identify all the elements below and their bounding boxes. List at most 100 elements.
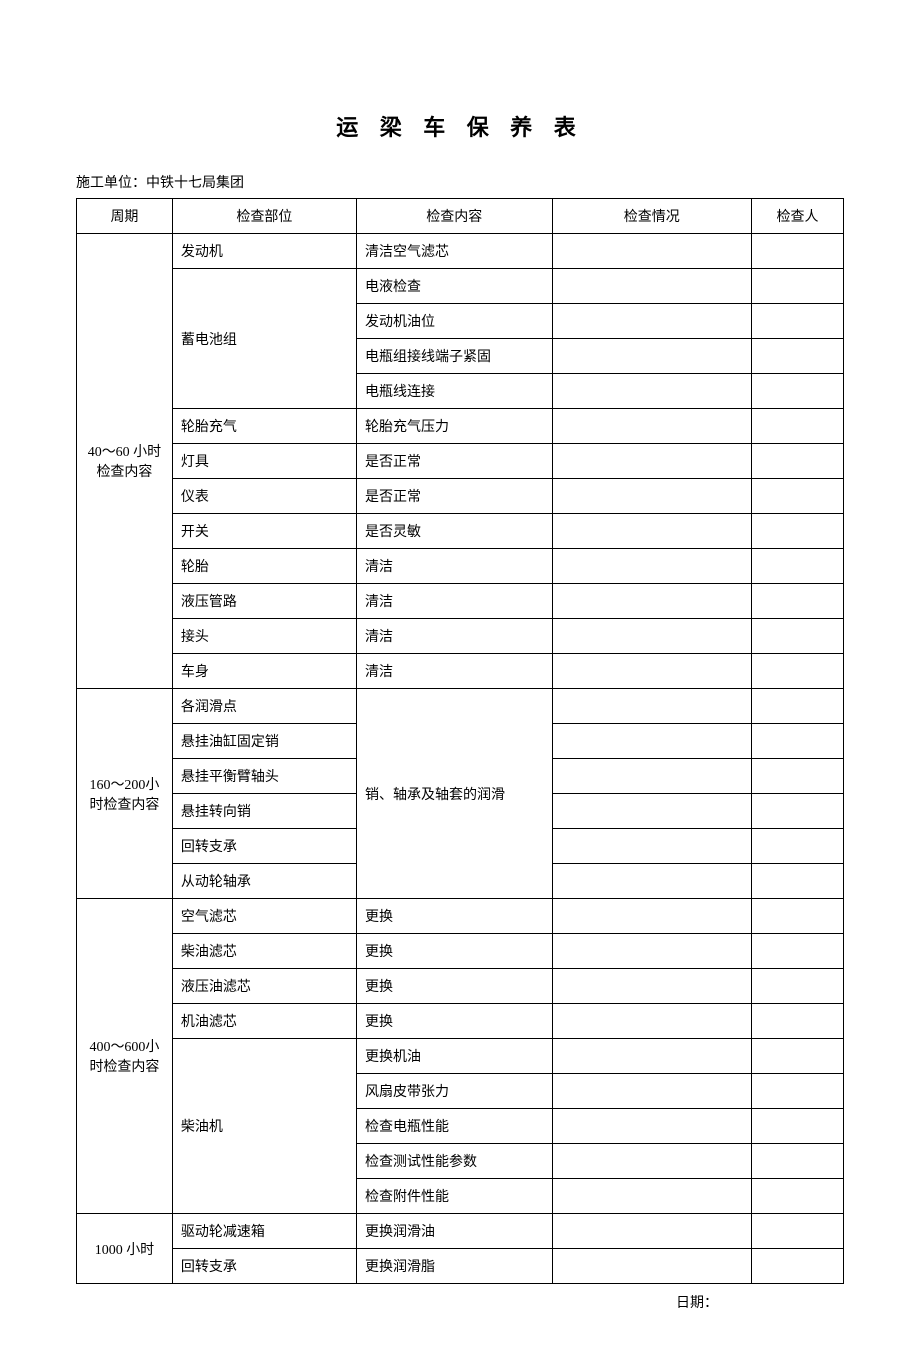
person-cell — [751, 234, 843, 269]
table-row: 液压管路清洁 — [77, 584, 844, 619]
status-cell — [552, 1004, 751, 1039]
part-cell: 各润滑点 — [172, 689, 356, 724]
content-cell: 发动机油位 — [356, 304, 552, 339]
person-cell — [751, 584, 843, 619]
person-cell — [751, 724, 843, 759]
status-cell — [552, 829, 751, 864]
content-cell: 风扇皮带张力 — [356, 1074, 552, 1109]
content-cell: 更换 — [356, 899, 552, 934]
part-cell: 液压油滤芯 — [172, 969, 356, 1004]
person-cell — [751, 1004, 843, 1039]
period-cell: 400～600小时检查内容 — [77, 899, 173, 1214]
table-row: 400～600小时检查内容空气滤芯更换 — [77, 899, 844, 934]
part-cell: 轮胎充气 — [172, 409, 356, 444]
part-cell: 灯具 — [172, 444, 356, 479]
table-row: 灯具是否正常 — [77, 444, 844, 479]
period-cell: 40～60 小时检查内容 — [77, 234, 173, 689]
status-cell — [552, 514, 751, 549]
footer-date: 日期： — [76, 1292, 844, 1312]
part-cell: 柴油机 — [172, 1039, 356, 1214]
person-cell — [751, 1179, 843, 1214]
person-cell — [751, 409, 843, 444]
person-cell — [751, 1109, 843, 1144]
part-cell: 悬挂转向销 — [172, 794, 356, 829]
content-cell: 检查电瓶性能 — [356, 1109, 552, 1144]
part-cell: 机油滤芯 — [172, 1004, 356, 1039]
header-status: 检查情况 — [552, 199, 751, 234]
part-cell: 发动机 — [172, 234, 356, 269]
part-cell: 悬挂平衡臂轴头 — [172, 759, 356, 794]
part-cell: 驱动轮减速箱 — [172, 1214, 356, 1249]
content-cell: 检查附件性能 — [356, 1179, 552, 1214]
person-cell — [751, 829, 843, 864]
content-cell: 更换 — [356, 934, 552, 969]
person-cell — [751, 969, 843, 1004]
header-period: 周期 — [77, 199, 173, 234]
status-cell — [552, 1179, 751, 1214]
part-cell: 从动轮轴承 — [172, 864, 356, 899]
table-row: 机油滤芯更换 — [77, 1004, 844, 1039]
part-cell: 回转支承 — [172, 829, 356, 864]
table-row: 回转支承更换润滑脂 — [77, 1249, 844, 1284]
status-cell — [552, 304, 751, 339]
period-cell: 1000 小时 — [77, 1214, 173, 1284]
table-row: 柴油机更换机油 — [77, 1039, 844, 1074]
content-cell: 是否正常 — [356, 444, 552, 479]
person-cell — [751, 1074, 843, 1109]
table-row: 开关是否灵敏 — [77, 514, 844, 549]
status-cell — [552, 654, 751, 689]
status-cell — [552, 1214, 751, 1249]
table-row: 仪表是否正常 — [77, 479, 844, 514]
content-cell: 更换润滑脂 — [356, 1249, 552, 1284]
content-cell: 清洁 — [356, 654, 552, 689]
part-cell: 柴油滤芯 — [172, 934, 356, 969]
person-cell — [751, 339, 843, 374]
person-cell — [751, 864, 843, 899]
part-cell: 车身 — [172, 654, 356, 689]
person-cell — [751, 934, 843, 969]
page-title: 运 梁 车 保 养 表 — [76, 110, 844, 142]
status-cell — [552, 479, 751, 514]
person-cell — [751, 514, 843, 549]
status-cell — [552, 444, 751, 479]
status-cell — [552, 1039, 751, 1074]
table-row: 1000 小时驱动轮减速箱更换润滑油 — [77, 1214, 844, 1249]
content-cell: 电瓶线连接 — [356, 374, 552, 409]
part-cell: 回转支承 — [172, 1249, 356, 1284]
status-cell — [552, 234, 751, 269]
status-cell — [552, 864, 751, 899]
person-cell — [751, 899, 843, 934]
status-cell — [552, 374, 751, 409]
content-cell: 电瓶组接线端子紧固 — [356, 339, 552, 374]
org-line: 施工单位：中铁十七局集团 — [76, 172, 844, 192]
person-cell — [751, 374, 843, 409]
part-cell: 空气滤芯 — [172, 899, 356, 934]
header-part: 检查部位 — [172, 199, 356, 234]
content-cell: 更换润滑油 — [356, 1214, 552, 1249]
part-cell: 液压管路 — [172, 584, 356, 619]
status-cell — [552, 549, 751, 584]
status-cell — [552, 619, 751, 654]
part-cell: 悬挂油缸固定销 — [172, 724, 356, 759]
table-row: 轮胎清洁 — [77, 549, 844, 584]
status-cell — [552, 1249, 751, 1284]
part-cell: 蓄电池组 — [172, 269, 356, 409]
status-cell — [552, 689, 751, 724]
table-row: 柴油滤芯更换 — [77, 934, 844, 969]
status-cell — [552, 339, 751, 374]
table-row: 车身清洁 — [77, 654, 844, 689]
table-row: 蓄电池组电液检查 — [77, 269, 844, 304]
content-cell: 电液检查 — [356, 269, 552, 304]
status-cell — [552, 969, 751, 1004]
maintenance-table: 周期 检查部位 检查内容 检查情况 检查人 40～60 小时检查内容发动机清洁空… — [76, 198, 844, 1284]
status-cell — [552, 1109, 751, 1144]
person-cell — [751, 1249, 843, 1284]
org-label: 施工单位： — [76, 176, 146, 191]
content-cell: 清洁 — [356, 549, 552, 584]
part-cell: 仪表 — [172, 479, 356, 514]
part-cell: 接头 — [172, 619, 356, 654]
status-cell — [552, 1144, 751, 1179]
person-cell — [751, 654, 843, 689]
content-cell: 清洁空气滤芯 — [356, 234, 552, 269]
person-cell — [751, 1214, 843, 1249]
